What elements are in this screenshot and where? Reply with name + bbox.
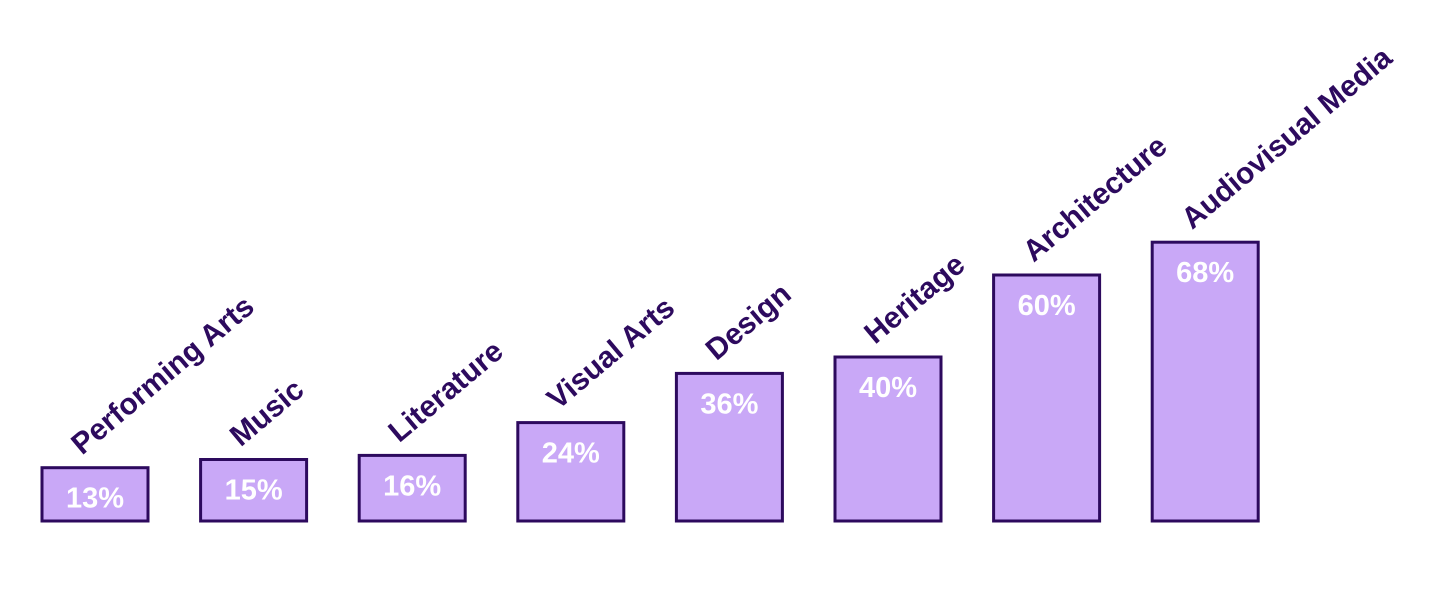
category-label: Music [224,373,310,453]
bar [674,371,784,523]
bar [40,466,150,523]
bar [357,453,467,523]
category-label: Audiovisual Media [1175,41,1398,236]
value-label: 13% [66,483,124,515]
category-label: Heritage [858,248,971,350]
bar [833,355,943,523]
value-label: 36% [700,388,758,420]
value-label: 15% [225,475,283,507]
category-label: Literature [382,335,509,449]
value-label: 60% [1018,290,1076,322]
bar [1150,240,1260,523]
value-label: 24% [542,438,600,470]
value-label: 40% [859,372,917,404]
value-label: 16% [383,470,441,502]
category-label: Visual Arts [541,291,681,416]
value-label: 68% [1176,257,1234,289]
bar [199,458,309,523]
bar [992,273,1102,523]
category-label: Design [700,277,798,367]
bar [516,421,626,523]
category-label: Architecture [1017,129,1174,268]
